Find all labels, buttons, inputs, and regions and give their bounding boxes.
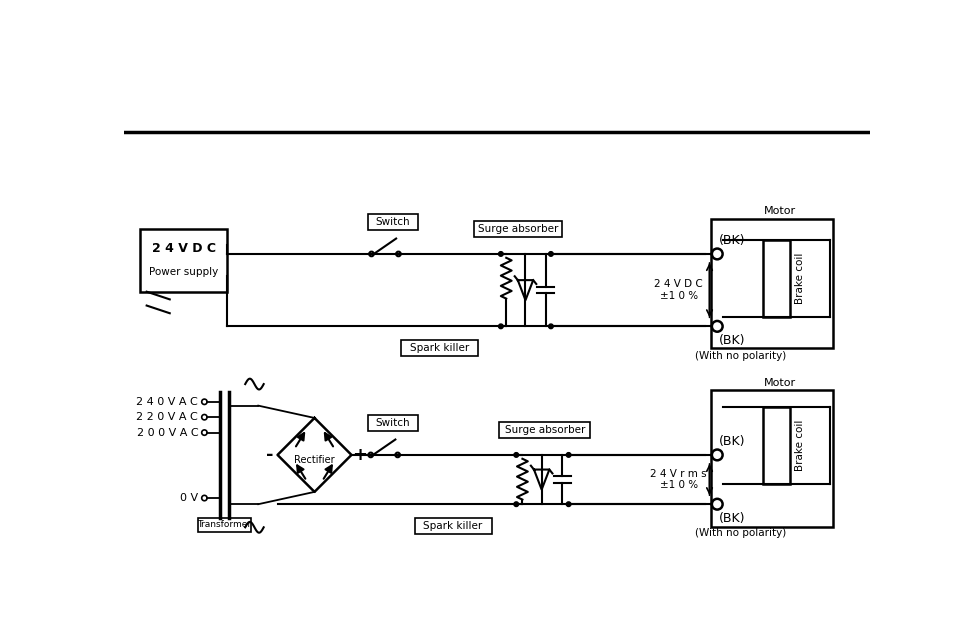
Text: (BK): (BK) <box>719 333 746 347</box>
Text: (With no polarity): (With no polarity) <box>695 529 786 538</box>
Circle shape <box>202 415 207 420</box>
Bar <box>401 340 478 356</box>
Circle shape <box>498 324 503 328</box>
Text: 2 4 0 V A C: 2 4 0 V A C <box>137 397 199 407</box>
Bar <box>368 415 419 431</box>
Circle shape <box>566 453 571 457</box>
Text: Motor: Motor <box>764 206 796 216</box>
Text: (BK): (BK) <box>719 434 746 448</box>
Text: Rectifier: Rectifier <box>295 455 335 465</box>
Circle shape <box>396 252 401 256</box>
Bar <box>763 240 791 317</box>
Text: (BK): (BK) <box>719 233 746 247</box>
Bar <box>711 219 832 348</box>
Circle shape <box>498 252 503 256</box>
Circle shape <box>712 249 723 259</box>
Bar <box>141 228 227 292</box>
Circle shape <box>368 453 373 457</box>
Circle shape <box>369 252 374 256</box>
Bar <box>367 214 418 230</box>
Circle shape <box>712 321 723 332</box>
Text: 2 0 0 V A C: 2 0 0 V A C <box>137 427 199 437</box>
Text: Spark killer: Spark killer <box>423 521 483 531</box>
Text: (BK): (BK) <box>719 512 746 524</box>
Text: Transformer: Transformer <box>198 521 252 529</box>
Circle shape <box>202 430 207 436</box>
Circle shape <box>202 399 207 404</box>
Text: Surge absorber: Surge absorber <box>505 425 585 436</box>
Text: (With no polarity): (With no polarity) <box>695 351 786 361</box>
Text: Surge absorber: Surge absorber <box>478 224 558 235</box>
Bar <box>499 422 590 438</box>
Circle shape <box>566 502 571 507</box>
Text: Brake coil: Brake coil <box>795 253 804 304</box>
Text: Power supply: Power supply <box>149 267 218 276</box>
Circle shape <box>548 324 553 328</box>
Text: -: - <box>266 446 273 464</box>
Text: 2 2 0 V A C: 2 2 0 V A C <box>137 412 199 422</box>
Text: 2 4 V r m s
±1 0 %: 2 4 V r m s ±1 0 % <box>650 469 707 490</box>
Bar <box>711 391 832 527</box>
Circle shape <box>514 502 518 507</box>
Circle shape <box>202 495 207 501</box>
Circle shape <box>712 450 723 460</box>
Bar <box>199 518 251 532</box>
Circle shape <box>395 453 400 457</box>
Circle shape <box>712 499 723 510</box>
Bar <box>763 407 791 484</box>
Text: Spark killer: Spark killer <box>410 343 469 353</box>
Bar <box>415 518 491 534</box>
Text: Brake coil: Brake coil <box>795 420 804 471</box>
Text: 0 V: 0 V <box>180 493 199 503</box>
Circle shape <box>548 252 553 256</box>
Text: 2 4 V D C: 2 4 V D C <box>151 242 216 255</box>
Circle shape <box>514 453 518 457</box>
Text: Switch: Switch <box>376 418 410 429</box>
Text: +: + <box>352 446 366 464</box>
Text: Motor: Motor <box>764 377 796 387</box>
Text: Switch: Switch <box>375 217 410 228</box>
Bar <box>474 221 562 237</box>
Text: 2 4 V D C
±1 0 %: 2 4 V D C ±1 0 % <box>654 280 703 301</box>
